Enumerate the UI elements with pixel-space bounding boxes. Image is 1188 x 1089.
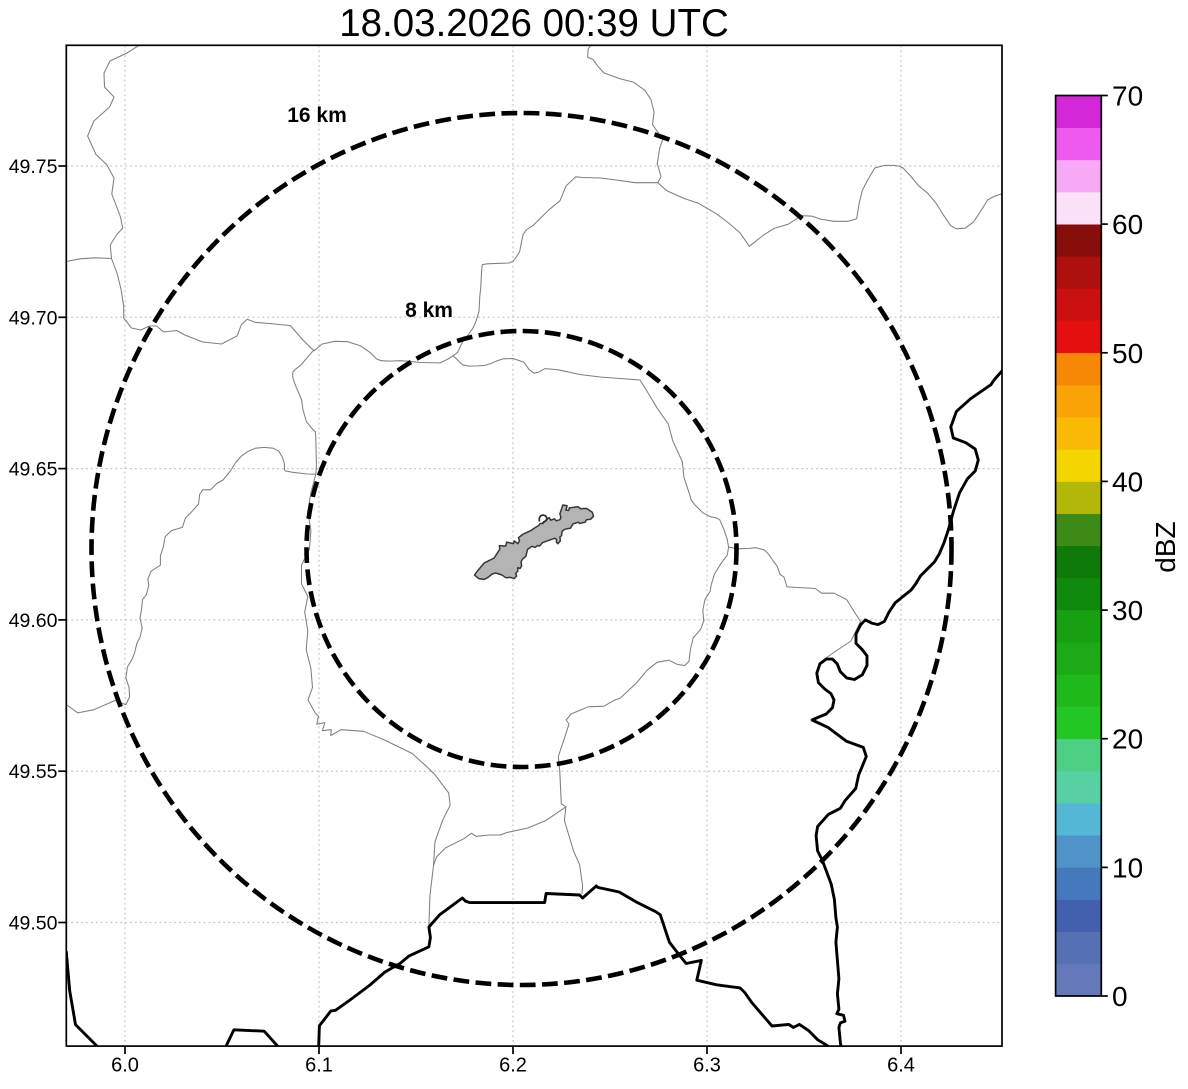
svg-text:dBZ: dBZ xyxy=(1150,521,1181,572)
svg-text:0: 0 xyxy=(1112,981,1128,1012)
svg-text:6.4: 6.4 xyxy=(887,1055,915,1077)
svg-text:49.75: 49.75 xyxy=(9,156,58,178)
svg-text:50: 50 xyxy=(1112,338,1143,369)
svg-text:10: 10 xyxy=(1112,852,1143,883)
svg-text:70: 70 xyxy=(1112,81,1143,112)
svg-text:8 km: 8 km xyxy=(405,299,453,322)
svg-text:49.55: 49.55 xyxy=(9,761,58,783)
svg-text:49.50: 49.50 xyxy=(9,913,58,935)
svg-text:49.60: 49.60 xyxy=(9,610,58,632)
svg-text:6.1: 6.1 xyxy=(305,1055,333,1077)
svg-text:60: 60 xyxy=(1112,209,1143,240)
svg-text:16 km: 16 km xyxy=(287,104,347,127)
svg-text:20: 20 xyxy=(1112,724,1143,755)
svg-text:6.2: 6.2 xyxy=(499,1055,527,1077)
svg-text:40: 40 xyxy=(1112,466,1143,497)
svg-text:6.3: 6.3 xyxy=(693,1055,721,1077)
svg-text:6.0: 6.0 xyxy=(111,1055,139,1077)
svg-text:30: 30 xyxy=(1112,595,1143,626)
svg-text:49.70: 49.70 xyxy=(9,307,58,329)
svg-text:18.03.2026 00:39 UTC: 18.03.2026 00:39 UTC xyxy=(339,2,729,45)
svg-text:49.65: 49.65 xyxy=(9,459,58,481)
